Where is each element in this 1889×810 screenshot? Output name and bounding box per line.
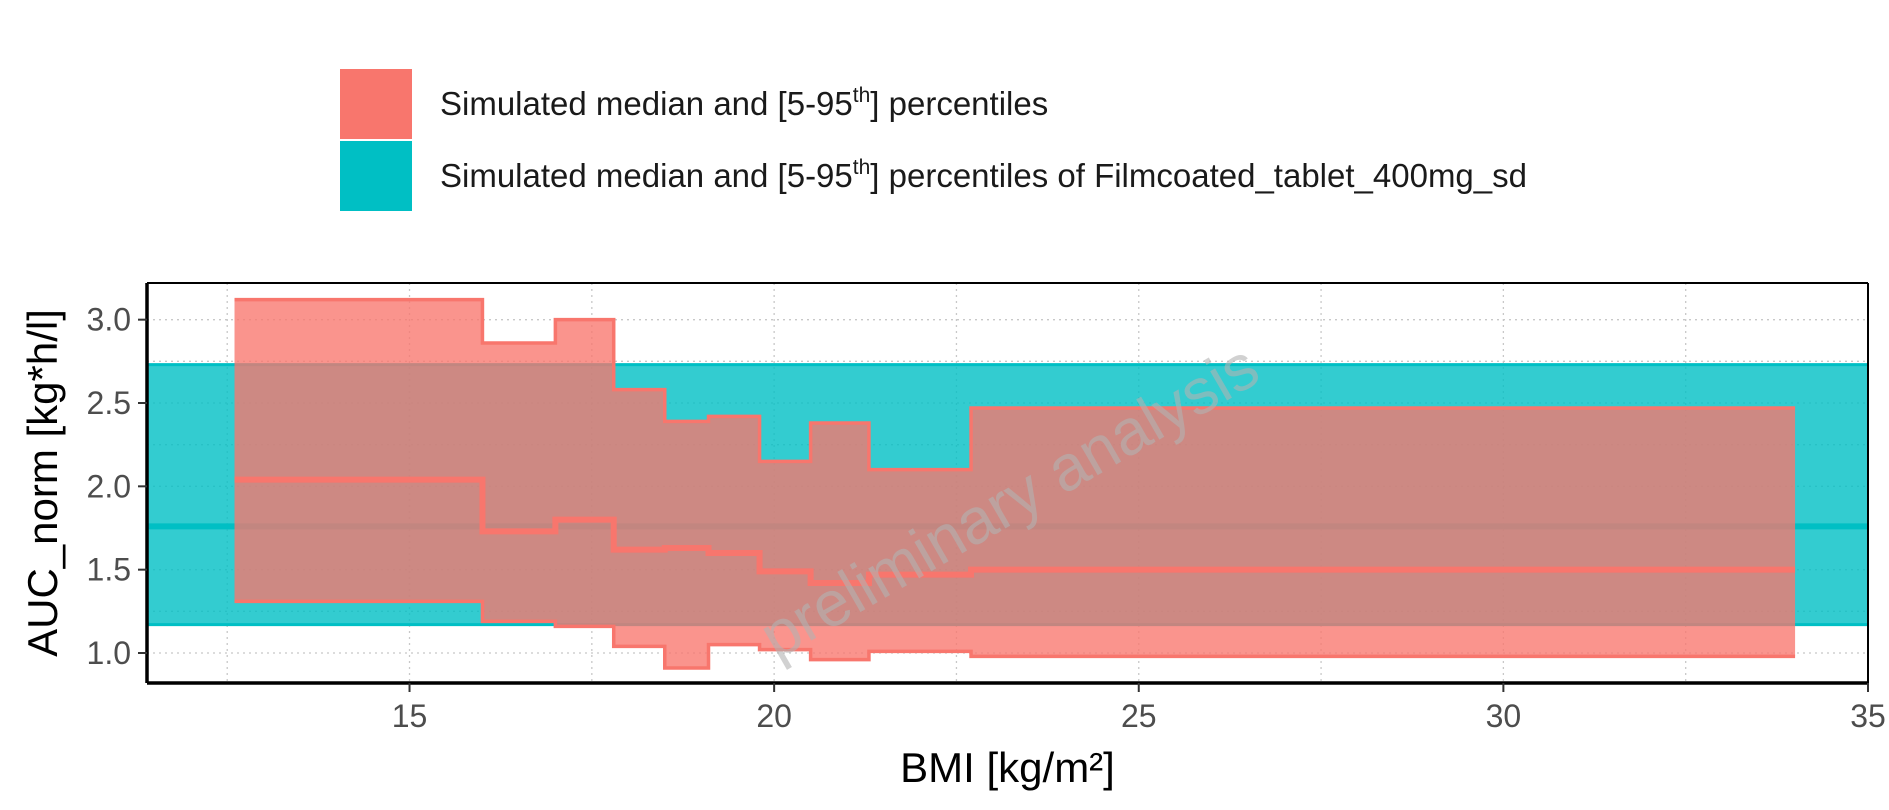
simulated-bins — [234, 297, 1796, 670]
x-tick-label: 20 — [756, 698, 792, 734]
simulated-bin — [482, 343, 555, 621]
y-axis-label: AUC_norm [kg*h/l] — [19, 309, 66, 657]
legend-item-simulated: Simulated median and [5-95th] percentile… — [340, 68, 1527, 140]
simulated-bin — [235, 300, 483, 602]
legend-key-reference — [340, 141, 412, 211]
y-tick-label: 1.5 — [87, 552, 131, 588]
simulated-bin — [614, 390, 665, 647]
simulated-percentile-area — [234, 299, 1796, 668]
simulated-median-line — [234, 476, 1796, 586]
simulated-upper-line — [234, 297, 1796, 472]
legend: Simulated median and [5-95th] percentile… — [340, 68, 1527, 212]
x-tick-label: 30 — [1486, 698, 1522, 734]
simulated-bin — [555, 320, 613, 627]
y-tick-label: 2.5 — [87, 385, 131, 421]
legend-key-simulated — [340, 69, 412, 139]
simulated-bin — [665, 421, 709, 668]
legend-label-reference: Simulated median and [5-95th] percentile… — [440, 156, 1527, 194]
x-axis-label: BMI [kg/m²] — [900, 744, 1115, 791]
y-tick-label: 2.0 — [87, 468, 131, 504]
legend-label-simulated: Simulated median and [5-95th] percentile… — [440, 84, 1049, 122]
x-tick-label: 25 — [1121, 698, 1157, 734]
axes: 15 20 25 30 35 1.0 1.5 2.0 2.5 3.0 — [87, 282, 1886, 734]
simulated-lower-line — [234, 599, 1796, 670]
y-tick-label: 1.0 — [87, 635, 131, 671]
legend-item-reference: Simulated median and [5-95th] percentile… — [340, 140, 1527, 212]
x-tick-label: 15 — [392, 698, 428, 734]
x-tick-label: 35 — [1850, 698, 1886, 734]
y-tick-label: 3.0 — [87, 302, 131, 338]
